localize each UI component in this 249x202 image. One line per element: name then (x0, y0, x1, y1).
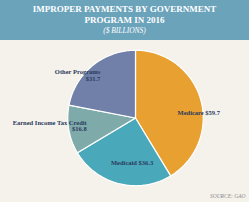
svg-text:SOURCE: GAO: SOURCE: GAO (210, 193, 246, 199)
svg-text:Medicaid $36.3: Medicaid $36.3 (111, 159, 154, 166)
html-text:PROGRAM IN 2016: PROGRAM IN 2016 (84, 15, 165, 25)
svg-text:Earned Income Tax Credit$16.8: Earned Income Tax Credit$16.8 (13, 119, 88, 133)
html-text:IMPROPER PAYMENTS BY GOVERNMEN: IMPROPER PAYMENTS BY GOVERNMENT (32, 4, 217, 14)
html-text:($ BILLIONS): ($ BILLIONS) (103, 26, 146, 35)
svg-text:Medicare $59.7: Medicare $59.7 (177, 109, 220, 116)
svg-text:Other Programs$31.7: Other Programs$31.7 (55, 68, 101, 82)
